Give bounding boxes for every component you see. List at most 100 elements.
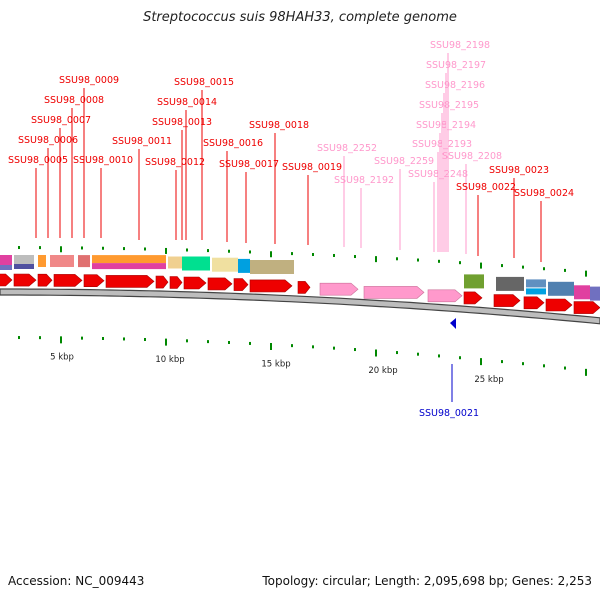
gene-label-ssu98_0022[interactable]: SSU98_0022 [456, 182, 516, 193]
gene-arrow-16[interactable] [427, 289, 463, 303]
gene-arrow-6[interactable] [105, 275, 155, 288]
gene-arrow-5[interactable] [83, 274, 105, 288]
gene-label-ssu98_0018[interactable]: SSU98_0018 [249, 120, 309, 131]
outer-tick [543, 267, 545, 271]
gene-label-ssu98_0014[interactable]: SSU98_0014 [157, 97, 217, 108]
feature-box-18[interactable] [526, 288, 546, 295]
outer-tick [480, 262, 482, 269]
outer-tick [312, 253, 314, 257]
gene-arrow-15[interactable] [363, 286, 425, 299]
gene-label-ssu98_0010[interactable]: SSU98_0010 [73, 155, 133, 166]
gene-arrow-2[interactable] [13, 273, 37, 287]
scale-tick [249, 341, 251, 345]
gene-label-ssu98_0016[interactable]: SSU98_0016 [203, 138, 263, 149]
gene-label-ssu98_0019[interactable]: SSU98_0019 [282, 162, 342, 173]
outer-tick [333, 253, 335, 257]
feature-box-2[interactable] [0, 265, 12, 270]
scale-tick [39, 336, 41, 340]
gene-arrow-11[interactable] [233, 278, 249, 291]
gene-label-ssu98_0009[interactable]: SSU98_0009 [59, 75, 119, 86]
feature-box-13[interactable] [238, 258, 250, 273]
gene-label-ssu98_2208[interactable]: SSU98_2208 [442, 151, 502, 162]
gene-arrow-1[interactable] [0, 273, 13, 287]
outer-tick [417, 258, 419, 262]
feature-box-12[interactable] [212, 257, 238, 272]
feature-box-21[interactable] [590, 286, 600, 301]
feature-box-9[interactable] [92, 263, 166, 270]
outer-tick [291, 252, 293, 256]
gene-label-ssu98_2194[interactable]: SSU98_2194 [416, 120, 476, 131]
gene-label-ssu98_2193[interactable]: SSU98_2193 [412, 139, 472, 150]
gene-label-ssu98_0006[interactable]: SSU98_0006 [18, 135, 78, 146]
gene-label-ssu98_2248[interactable]: SSU98_2248 [408, 169, 468, 180]
scale-label-15-kbp: 15 kbp [261, 359, 290, 369]
outer-tick [375, 256, 377, 263]
gene-arrow-12[interactable] [249, 279, 293, 293]
gene-arrow-20[interactable] [545, 298, 573, 312]
gene-label-ssu98_0023[interactable]: SSU98_0023 [489, 165, 549, 176]
outer-tick [522, 265, 524, 269]
outer-tick [207, 249, 209, 253]
scale-tick [375, 349, 377, 357]
gene-label-ssu98_0012[interactable]: SSU98_0012 [145, 157, 205, 168]
gene-label-ssu98_2252[interactable]: SSU98_2252 [317, 143, 377, 154]
feature-box-14[interactable] [250, 260, 294, 274]
gene-arrow-19[interactable] [523, 296, 545, 310]
gene-label-ssu98_2196[interactable]: SSU98_2196 [425, 80, 485, 91]
gene-label-ssu98_0007[interactable]: SSU98_0007 [31, 115, 91, 126]
outer-tick [186, 248, 188, 252]
gene-label-ssu98_2192[interactable]: SSU98_2192 [334, 175, 394, 186]
accession-text: Accession: NC_009443 [8, 574, 145, 588]
gene-arrow-17[interactable] [463, 291, 483, 305]
feature-box-8[interactable] [92, 255, 166, 264]
gene-arrow-10[interactable] [207, 277, 233, 291]
scale-tick [165, 338, 167, 346]
feature-box-20[interactable] [574, 285, 590, 300]
outer-tick [249, 250, 251, 254]
gene-arrow-13[interactable] [297, 281, 311, 294]
scale-tick [438, 354, 440, 358]
gene-arrow-4[interactable] [53, 274, 83, 287]
feature-box-1[interactable] [0, 255, 12, 265]
feature-box-5[interactable] [38, 255, 46, 267]
gene-label-ssu98_0021[interactable]: SSU98_0021 [419, 408, 479, 419]
gene-arrow-3[interactable] [37, 273, 53, 287]
gene-label-ssu98_2197[interactable]: SSU98_2197 [426, 60, 486, 71]
scale-tick [123, 337, 125, 341]
feature-box-6[interactable] [50, 255, 74, 267]
gene-label-ssu98_2195[interactable]: SSU98_2195 [419, 100, 479, 111]
feature-box-16[interactable] [496, 276, 524, 291]
gene-arrow-7[interactable] [155, 275, 169, 289]
gene-arrow-8[interactable] [169, 276, 183, 289]
outer-tick [564, 268, 566, 272]
feature-box-4[interactable] [14, 264, 34, 269]
gene-arrow-14[interactable] [319, 282, 359, 296]
outer-tick [585, 270, 587, 277]
gene-arrow-18[interactable] [493, 294, 521, 307]
gene-label-ssu98_0008[interactable]: SSU98_0008 [44, 95, 104, 106]
gene-arrow-21[interactable] [573, 301, 600, 314]
feature-box-10[interactable] [168, 256, 182, 269]
gene-label-ssu98_0024[interactable]: SSU98_0024 [514, 188, 574, 199]
gene-label-ssu98_0005[interactable]: SSU98_0005 [8, 155, 68, 166]
gene-label-ssu98_2198[interactable]: SSU98_2198 [430, 40, 490, 51]
scale-tick [417, 352, 419, 356]
feature-box-3[interactable] [14, 255, 34, 265]
scale-tick [396, 351, 398, 355]
feature-box-15[interactable] [464, 274, 484, 289]
feature-box-19[interactable] [548, 281, 574, 296]
map-title: Streptococcus suis 98HAH33, complete gen… [143, 10, 457, 25]
gene-label-ssu98_0017[interactable]: SSU98_0017 [219, 159, 279, 170]
gene-label-ssu98_2259[interactable]: SSU98_2259 [374, 156, 434, 167]
gene-label-ssu98_0015[interactable]: SSU98_0015 [174, 77, 234, 88]
gene-arrow-9[interactable] [183, 276, 207, 290]
gene-label-ssu98_0011[interactable]: SSU98_0011 [112, 136, 172, 147]
scale-label-5-kbp: 5 kbp [50, 352, 74, 362]
scale-tick [144, 337, 146, 341]
genome-summary-text: Topology: circular; Length: 2,095,698 bp… [262, 574, 592, 588]
feature-box-17[interactable] [526, 279, 546, 288]
gene-label-ssu98_0013[interactable]: SSU98_0013 [152, 117, 212, 128]
feature-box-7[interactable] [78, 255, 90, 268]
feature-box-11[interactable] [182, 256, 210, 271]
